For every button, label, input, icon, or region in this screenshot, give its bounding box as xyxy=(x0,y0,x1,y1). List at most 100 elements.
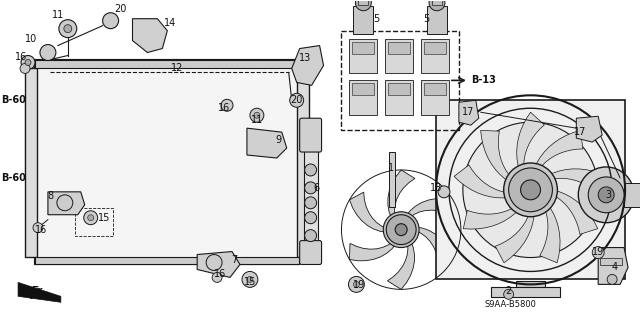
Polygon shape xyxy=(495,211,534,263)
Polygon shape xyxy=(516,112,545,171)
Bar xyxy=(421,80,449,115)
Circle shape xyxy=(504,289,514,299)
Circle shape xyxy=(598,187,614,203)
Text: B-60: B-60 xyxy=(1,173,26,183)
Bar xyxy=(388,83,410,95)
Bar xyxy=(297,69,308,256)
Polygon shape xyxy=(547,169,607,192)
Text: 15: 15 xyxy=(99,213,111,223)
Polygon shape xyxy=(349,192,387,232)
Circle shape xyxy=(438,186,450,198)
Circle shape xyxy=(592,247,604,258)
Bar xyxy=(35,61,299,264)
FancyBboxPatch shape xyxy=(300,118,321,152)
Text: 5: 5 xyxy=(373,14,380,24)
Text: 19: 19 xyxy=(353,280,365,290)
Text: 11: 11 xyxy=(52,10,64,20)
Circle shape xyxy=(607,274,617,284)
Circle shape xyxy=(463,122,598,257)
Polygon shape xyxy=(18,282,61,302)
Text: 1: 1 xyxy=(388,163,394,173)
Circle shape xyxy=(305,182,317,194)
Text: 15: 15 xyxy=(244,278,256,287)
Circle shape xyxy=(305,197,317,209)
Bar xyxy=(424,83,446,95)
Circle shape xyxy=(221,99,233,111)
Text: 20: 20 xyxy=(291,95,303,105)
Bar xyxy=(436,100,625,279)
Polygon shape xyxy=(349,242,396,261)
Circle shape xyxy=(84,211,98,225)
Bar xyxy=(600,257,622,265)
Text: 16: 16 xyxy=(35,225,47,235)
Polygon shape xyxy=(48,192,84,215)
Bar xyxy=(516,281,545,296)
Circle shape xyxy=(579,167,634,223)
Text: 4: 4 xyxy=(611,263,617,272)
Bar xyxy=(624,183,640,207)
Bar xyxy=(353,83,374,95)
Circle shape xyxy=(212,272,222,282)
Circle shape xyxy=(21,56,35,70)
Bar xyxy=(303,148,317,248)
Text: 18: 18 xyxy=(430,183,442,193)
Bar xyxy=(349,39,378,73)
Bar xyxy=(353,6,373,33)
Circle shape xyxy=(40,45,56,61)
Polygon shape xyxy=(598,248,628,284)
Bar xyxy=(342,31,459,130)
Text: 8: 8 xyxy=(48,191,54,201)
Polygon shape xyxy=(388,170,415,218)
Text: 5: 5 xyxy=(423,14,429,24)
Bar xyxy=(385,80,413,115)
Text: 10: 10 xyxy=(25,33,37,44)
Polygon shape xyxy=(459,100,479,125)
Text: 13: 13 xyxy=(298,54,311,63)
Text: B-13: B-13 xyxy=(471,75,496,85)
Polygon shape xyxy=(416,227,453,267)
Polygon shape xyxy=(247,128,287,158)
Text: 9: 9 xyxy=(276,135,282,145)
Polygon shape xyxy=(197,252,240,278)
Circle shape xyxy=(25,59,31,65)
Circle shape xyxy=(355,0,371,11)
FancyBboxPatch shape xyxy=(300,241,321,264)
Circle shape xyxy=(102,13,118,29)
Circle shape xyxy=(64,25,72,33)
Circle shape xyxy=(59,20,77,38)
Polygon shape xyxy=(292,46,324,85)
Polygon shape xyxy=(406,198,453,218)
Polygon shape xyxy=(534,130,583,170)
Circle shape xyxy=(247,277,253,282)
Circle shape xyxy=(353,281,360,287)
Text: 14: 14 xyxy=(164,18,177,28)
Circle shape xyxy=(305,212,317,224)
Text: 17: 17 xyxy=(461,107,474,117)
Circle shape xyxy=(396,224,407,236)
Circle shape xyxy=(509,168,552,212)
Circle shape xyxy=(588,177,624,213)
Circle shape xyxy=(242,271,258,287)
Circle shape xyxy=(33,223,43,233)
Circle shape xyxy=(520,180,541,200)
Text: 19: 19 xyxy=(592,247,604,256)
Polygon shape xyxy=(18,287,55,299)
Bar xyxy=(35,61,299,264)
Circle shape xyxy=(20,63,30,73)
Bar xyxy=(35,61,299,264)
Bar xyxy=(358,0,369,5)
Text: 11: 11 xyxy=(251,115,263,125)
Text: 2: 2 xyxy=(506,286,512,296)
Text: 16: 16 xyxy=(214,270,226,279)
Polygon shape xyxy=(540,204,560,263)
Bar xyxy=(388,41,410,54)
Polygon shape xyxy=(132,19,167,53)
Circle shape xyxy=(254,112,260,118)
Circle shape xyxy=(88,215,93,221)
Circle shape xyxy=(206,255,222,271)
Text: 7: 7 xyxy=(231,255,237,264)
Text: B-60: B-60 xyxy=(1,95,26,105)
Circle shape xyxy=(504,163,557,217)
Text: Fr.: Fr. xyxy=(31,286,45,296)
Bar xyxy=(491,287,561,297)
